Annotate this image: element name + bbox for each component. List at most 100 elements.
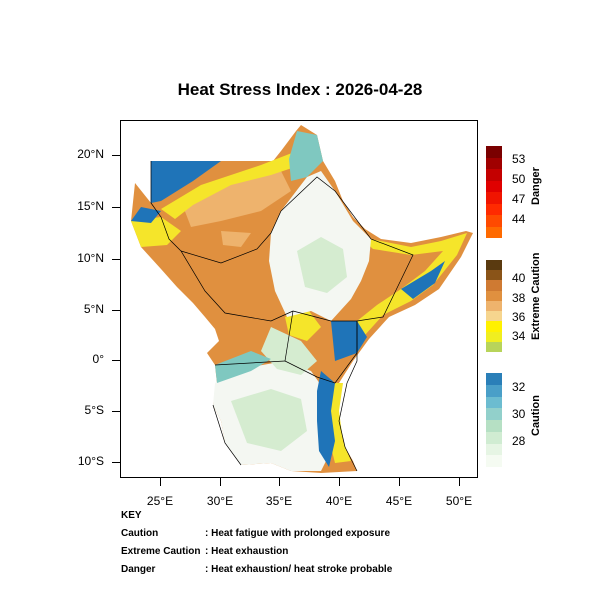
extreme-title: Extreme Caution	[530, 252, 542, 340]
lon-label-25e: 25°E	[146, 494, 174, 508]
red-sea-hills	[289, 131, 323, 181]
lat-label-5n: 5°N	[83, 302, 104, 316]
extreme-light-zones	[181, 171, 291, 247]
lon-label-35e: 35°E	[265, 494, 293, 508]
blue-highland-rim	[331, 321, 367, 361]
lon-label-40e: 40°E	[325, 494, 353, 508]
lat-label-15n: 15°N	[77, 199, 104, 213]
border-tanzania	[214, 360, 286, 366]
extreme-color-swatch	[486, 341, 502, 352]
danger-color-swatch	[486, 146, 502, 158]
cool-highlands	[213, 171, 371, 471]
lon-label-45e: 45°E	[385, 494, 413, 508]
country-borders	[150, 161, 414, 472]
extreme-color-swatch	[486, 290, 502, 301]
extreme-color-swatch	[486, 270, 502, 281]
colorbar-caution	[486, 373, 502, 467]
border-sudan-south	[180, 210, 282, 264]
extreme-color-swatch	[486, 300, 502, 312]
colorbar-extreme-segments	[486, 260, 502, 352]
colorbar-extreme	[486, 260, 502, 352]
caution-color-swatch	[486, 373, 502, 385]
extreme-label-34: 34	[512, 329, 526, 343]
danger-label-53: 53	[512, 152, 526, 166]
danger-label-47: 47	[512, 192, 526, 206]
key-desc: : Heat fatigue with prolonged exposure	[205, 528, 391, 539]
extreme-color-swatch	[486, 311, 502, 322]
caution-color-swatch	[486, 420, 502, 432]
zone-light-2	[221, 231, 251, 247]
caution-color-swatch	[486, 431, 502, 444]
caution-color-swatch	[486, 408, 502, 420]
lat-label-5s: 5°S	[84, 403, 104, 417]
caution-zones	[131, 131, 445, 467]
extreme-label-40: 40	[512, 271, 526, 285]
danger-color-swatch	[486, 192, 502, 204]
border-somalia	[346, 321, 358, 384]
danger-color-swatch	[486, 169, 502, 181]
colorbar-danger-segments	[486, 146, 502, 238]
yellow-lake	[285, 311, 321, 341]
border-ethiopia	[280, 176, 414, 322]
blue-somalia	[401, 261, 445, 299]
extreme-color-swatch	[486, 260, 502, 271]
key-item-danger: Danger : Heat exhaustion/ heat stroke pr…	[121, 564, 481, 578]
danger-label-44: 44	[512, 212, 526, 226]
danger-color-swatch	[486, 203, 502, 215]
danger-color-swatch	[486, 180, 502, 192]
blue-west-edge	[131, 207, 161, 223]
border-chad-sudan	[150, 161, 182, 252]
lon-label-50e: 50°E	[445, 494, 473, 508]
yellow-east-coast	[343, 221, 467, 349]
danger-color-swatch	[486, 157, 502, 169]
danger-color-swatch	[486, 226, 502, 238]
danger-color-swatch	[486, 215, 502, 227]
coastline	[338, 382, 358, 472]
caution-label-32: 32	[512, 380, 526, 394]
teal-south	[215, 351, 271, 383]
key-desc: : Heat exhaustion	[205, 546, 289, 557]
caution-color-swatch	[486, 443, 502, 456]
colorbar-danger	[486, 146, 502, 238]
caution-color-swatch	[486, 455, 502, 467]
colorbar-caution-segments	[486, 373, 502, 467]
lon-label-30e: 30°E	[206, 494, 234, 508]
caution-color-swatch	[486, 384, 502, 397]
lat-label-0: 0°	[92, 352, 104, 366]
key-term: Danger	[121, 564, 156, 575]
key-term: Extreme Caution	[121, 546, 201, 557]
extreme-label-36: 36	[512, 310, 526, 324]
heat-stress-map	[131, 125, 473, 473]
ethiopia-green	[297, 237, 347, 293]
key-item-caution: Caution : Heat fatigue with prolonged ex…	[121, 528, 481, 542]
yellow-west	[131, 217, 181, 247]
lat-label-10n: 10°N	[77, 251, 104, 265]
danger-title: Danger	[530, 167, 542, 205]
lat-label-20n: 20°N	[77, 147, 104, 161]
extreme-color-swatch	[486, 280, 502, 291]
map-title: Heat Stress Index : 2026-04-28	[177, 80, 423, 99]
yellow-bands	[131, 151, 467, 463]
blue-north-edge	[151, 161, 221, 203]
key-heading: KEY	[121, 510, 142, 521]
south-green	[231, 389, 307, 451]
map-panel	[120, 120, 478, 478]
caution-label-30: 30	[512, 407, 526, 421]
zone-light-1	[181, 171, 291, 227]
danger-label-50: 50	[512, 172, 526, 186]
blue-south-rim	[317, 371, 335, 467]
extreme-label-38: 38	[512, 291, 526, 305]
border-drc	[212, 404, 242, 466]
key-item-extreme: Extreme Caution : Heat exhaustion	[121, 546, 481, 560]
extreme-color-swatch	[486, 321, 502, 332]
border-south-sudan	[180, 250, 294, 322]
kenya-highlands	[261, 327, 317, 375]
yellow-north	[161, 151, 301, 219]
caution-color-swatch	[486, 396, 502, 409]
key-desc: : Heat exhaustion/ heat stroke probable	[205, 564, 393, 575]
lat-label-10s: 10°S	[77, 454, 104, 468]
key-term: Caution	[121, 528, 159, 539]
caution-title: Caution	[530, 395, 542, 436]
caution-label-28: 28	[512, 434, 526, 448]
extreme-color-swatch	[486, 331, 502, 342]
